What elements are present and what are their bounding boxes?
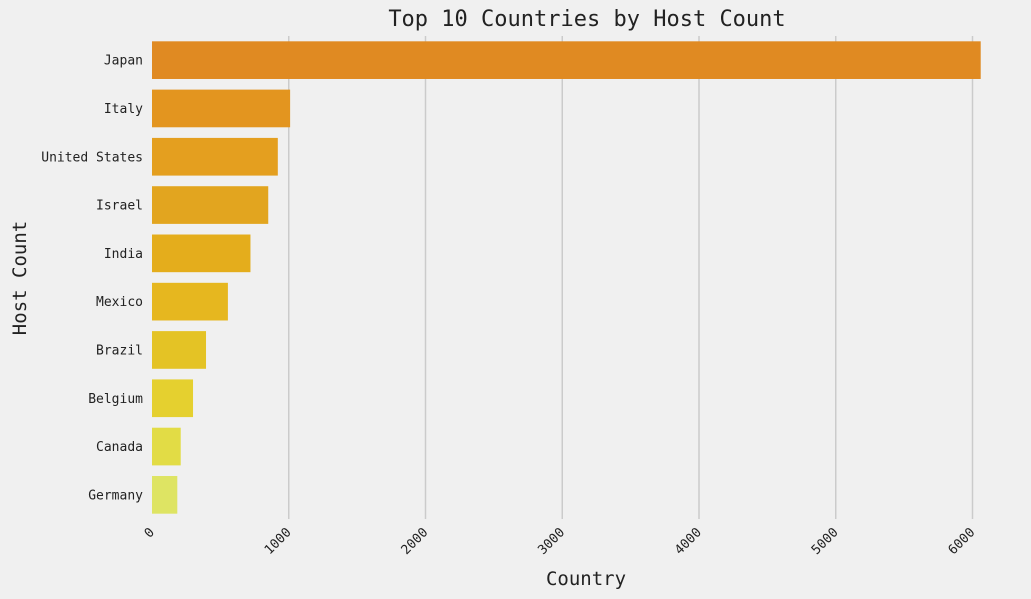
y-tick-label: Italy [104,102,143,117]
y-axis-label: Host Count [9,221,31,335]
x-tick-label: 4000 [672,525,705,558]
bar-brazil [152,331,207,369]
y-tick-label: Mexico [96,295,143,310]
bar-japan [152,41,981,79]
y-tick-label: Canada [96,440,143,455]
x-tick-labels: 0 1000 2000 3000 4000 5000 6000 [142,525,979,558]
bar-mexico [152,282,228,321]
bar-india [152,234,251,273]
bar-italy [152,89,291,128]
y-tick-labels: Japan Italy United States Israel India Mexico… [41,54,143,504]
y-tick-label: Germany [88,488,143,503]
x-tick-label: 3000 [535,525,568,558]
y-tick-label: Japan [104,54,143,69]
x-tick-label: 2000 [399,525,432,558]
bar-belgium [152,379,194,418]
bars [152,41,981,514]
y-tick-label: India [104,247,143,262]
y-tick-label: United States [41,150,143,165]
x-tick-label: 6000 [946,525,979,558]
x-tick-label: 0 [142,525,158,541]
grid [288,36,974,519]
bar-canada [152,427,181,466]
x-axis-label: Country [546,568,626,590]
x-tick-label: 1000 [262,525,295,558]
y-tick-label: Israel [96,199,143,214]
chart-title: Top 10 Countries by Host Count [388,7,785,32]
x-tick-label: 5000 [809,525,842,558]
bar-germany [152,476,178,514]
bar-israel [152,186,269,224]
y-tick-label: Belgium [88,392,143,407]
bar-united-states [152,137,278,176]
y-tick-label: Brazil [96,343,143,358]
